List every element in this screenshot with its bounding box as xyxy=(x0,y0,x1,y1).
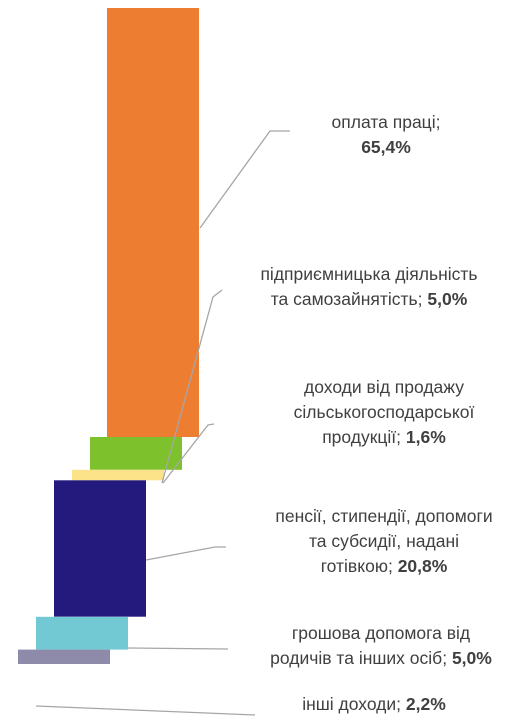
data-label-2: доходи від продажу сільськогосподарської п… xyxy=(264,375,504,450)
value-text: 65,4% xyxy=(361,137,411,157)
data-label-4: грошова допомога від родичів та інших осі… xyxy=(231,621,531,671)
data-label-0-value-line: 65,4% xyxy=(256,135,516,160)
data-label-0-line-0: оплата праці; xyxy=(256,110,516,135)
value-text: 1,6% xyxy=(405,427,446,447)
value-text: 5,0% xyxy=(451,648,492,668)
label-text: доходи від продажу xyxy=(304,377,464,397)
label-text: грошова допомога від xyxy=(291,623,471,643)
leader-line-3 xyxy=(145,546,226,561)
data-label-4-line-1: родичів та інших осіб; 5,0% xyxy=(231,646,531,671)
leader-line-4 xyxy=(127,647,229,650)
data-label-3-line-1: та субсидії, надані xyxy=(244,529,524,554)
data-label-1: підприємницька діяльність та самозайнятіс… xyxy=(219,262,519,312)
label-text: інші доходи; xyxy=(302,694,402,714)
bar-5 xyxy=(18,649,110,664)
label-text: пенсії, стипендії, допомоги xyxy=(275,506,493,526)
leader-line-0 xyxy=(199,130,290,229)
data-label-5: інші доходи; 2,2% xyxy=(254,692,494,717)
data-label-1-line-0: підприємницька діяльність xyxy=(219,262,519,287)
label-text: готівкою; xyxy=(320,556,393,576)
data-label-2-line-1: сільськогосподарської xyxy=(264,400,504,425)
data-label-5-line-0: інші доходи; 2,2% xyxy=(254,692,494,717)
data-label-3-line-0: пенсії, стипендії, допомоги xyxy=(244,504,524,529)
label-text: та самозайнятість; xyxy=(270,289,423,309)
bar-1 xyxy=(90,437,182,470)
label-text: та субсидії, надані xyxy=(308,531,460,551)
data-label-2-line-2: продукції; 1,6% xyxy=(264,425,504,450)
label-text: родичів та інших осіб; xyxy=(270,648,448,668)
data-label-2-line-0: доходи від продажу xyxy=(264,375,504,400)
data-label-0: оплата праці; 65,4% xyxy=(256,110,516,160)
data-label-4-line-0: грошова допомога від xyxy=(231,621,531,646)
bar-3 xyxy=(54,480,146,617)
bar-2 xyxy=(72,469,164,481)
data-label-1-line-1: та самозайнятість; 5,0% xyxy=(219,287,519,312)
leader-line-1 xyxy=(161,289,223,484)
label-text: продукції; xyxy=(322,427,402,447)
leader-line-5 xyxy=(35,705,256,716)
label-text: підприємницька діяльність xyxy=(260,264,478,284)
label-text: сільськогосподарської xyxy=(293,402,475,422)
bar-4 xyxy=(36,616,128,650)
bar-0 xyxy=(107,8,199,437)
value-text: 2,2% xyxy=(405,694,446,714)
data-label-3-line-2: готівкою; 20,8% xyxy=(244,554,524,579)
label-text: оплата праці; xyxy=(331,112,441,132)
value-text: 5,0% xyxy=(427,289,468,309)
data-label-3: пенсії, стипендії, допомоги та субсидії, … xyxy=(244,504,524,579)
value-text: 20,8% xyxy=(397,556,448,576)
leader-line-2 xyxy=(162,423,215,484)
